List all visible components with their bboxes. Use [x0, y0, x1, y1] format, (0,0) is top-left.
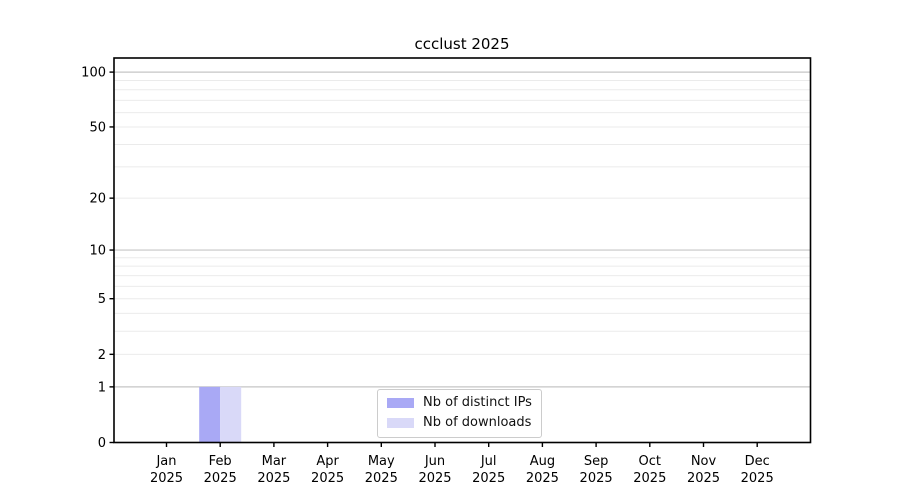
x-tick-label-year-apr: 2025	[311, 471, 344, 486]
legend-label-downloads: Nb of downloads	[423, 415, 532, 430]
legend-swatch-downloads	[387, 418, 414, 428]
legend-item-downloads: Nb of downloads	[387, 415, 532, 431]
chart-title: ccclust 2025	[414, 35, 510, 53]
legend-item-distinct-ips: Nb of distinct IPs	[387, 395, 532, 411]
y-tick-label-2: 2	[98, 348, 106, 363]
y-tick-label-10: 10	[89, 244, 106, 259]
x-tick-label-month-mar: Mar	[262, 454, 287, 469]
x-tick-label-year-aug: 2025	[526, 471, 559, 486]
x-tick-label-month-sep: Sep	[584, 454, 609, 469]
x-tick-label-year-oct: 2025	[633, 471, 666, 486]
x-tick-label-year-jun: 2025	[418, 471, 451, 486]
x-tick-label-year-mar: 2025	[257, 471, 290, 486]
legend-box: Nb of distinct IPs Nb of downloads	[377, 389, 542, 438]
x-tick-label-month-jun: Jun	[424, 454, 445, 469]
legend-label-distinct-ips: Nb of distinct IPs	[423, 395, 532, 410]
y-tick-label-0: 0	[98, 436, 106, 451]
x-tick-label-year-may: 2025	[365, 471, 398, 486]
y-tick-label-20: 20	[89, 192, 106, 207]
y-tick-label-50: 50	[89, 120, 106, 135]
y-tick-label-5: 5	[98, 292, 106, 307]
y-tick-label-1: 1	[98, 380, 106, 395]
bar-nb-of-downloads-feb	[220, 386, 242, 443]
x-tick-label-month-feb: Feb	[209, 454, 232, 469]
x-tick-label-year-jan: 2025	[150, 471, 183, 486]
x-tick-label-month-oct: Oct	[639, 454, 661, 469]
x-tick-label-year-jul: 2025	[472, 471, 505, 486]
bar-nb-of-distinct-ips-feb	[199, 386, 221, 443]
x-tick-label-month-aug: Aug	[530, 454, 555, 469]
x-tick-label-year-sep: 2025	[580, 471, 613, 486]
x-tick-label-year-feb: 2025	[204, 471, 237, 486]
y-tick-label-100: 100	[81, 66, 106, 81]
x-tick-label-month-dec: Dec	[745, 454, 770, 469]
x-tick-label-month-may: May	[368, 454, 395, 469]
x-tick-label-year-nov: 2025	[687, 471, 720, 486]
x-tick-label-month-jan: Jan	[155, 454, 176, 469]
x-tick-label-month-nov: Nov	[691, 454, 717, 469]
x-tick-label-month-apr: Apr	[316, 454, 339, 469]
x-tick-label-month-jul: Jul	[480, 454, 497, 469]
x-tick-label-year-dec: 2025	[741, 471, 774, 486]
legend-swatch-distinct-ips	[387, 398, 414, 408]
